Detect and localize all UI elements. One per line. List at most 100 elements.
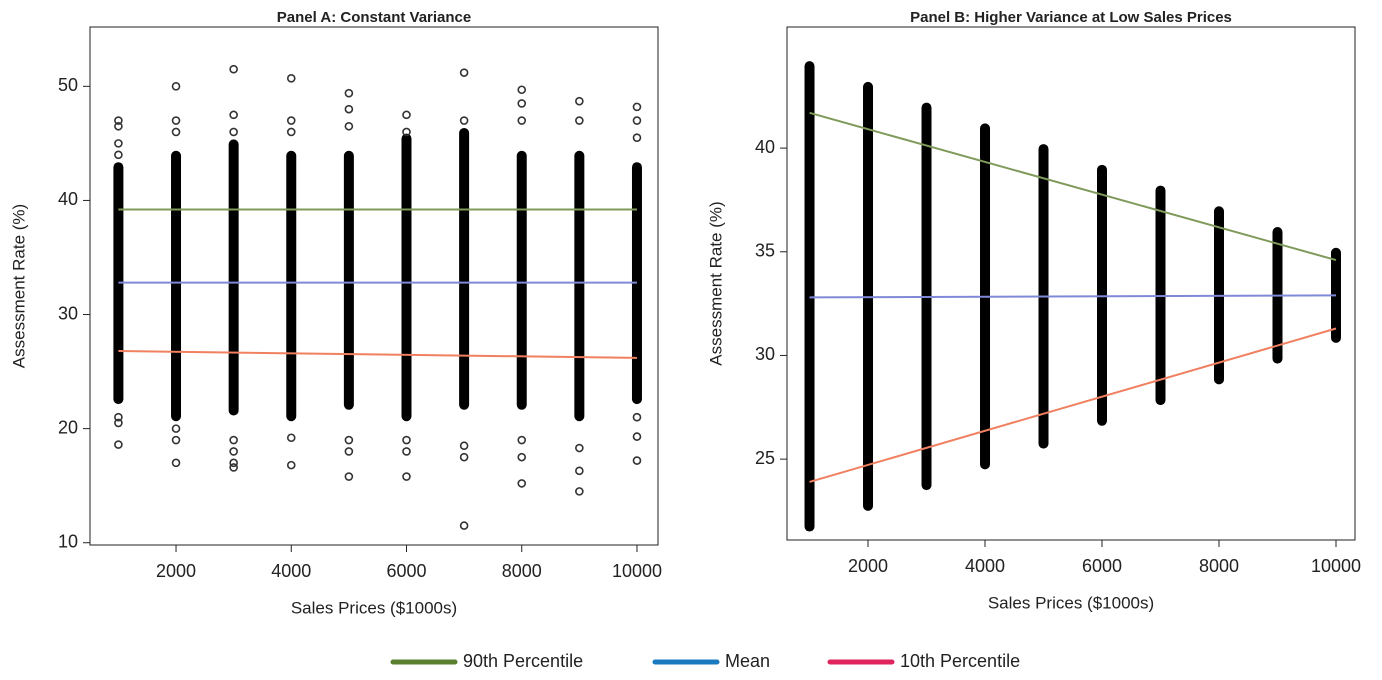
point <box>114 116 123 125</box>
point <box>229 110 238 120</box>
point <box>114 150 123 160</box>
point <box>517 85 527 95</box>
point <box>114 440 123 449</box>
point <box>459 521 469 530</box>
point <box>459 452 469 462</box>
point <box>402 447 411 456</box>
point <box>229 458 238 468</box>
point <box>344 121 354 131</box>
point <box>344 472 354 481</box>
point <box>171 458 181 468</box>
trend-line <box>809 294 1336 299</box>
point-band <box>804 61 815 532</box>
plot-frame <box>89 26 659 546</box>
y-tick-label: 35 <box>755 241 775 261</box>
plot-frame <box>786 26 1356 541</box>
point <box>632 102 642 112</box>
point <box>575 96 584 106</box>
legend-label: 10th Percentile <box>900 651 1020 671</box>
point <box>344 435 354 445</box>
point-band <box>516 150 527 410</box>
point <box>575 443 584 453</box>
y-tick-label: 30 <box>755 344 775 364</box>
point <box>517 435 527 445</box>
point <box>517 479 527 488</box>
y-tick-label: 40 <box>755 137 775 157</box>
point <box>171 424 181 433</box>
point <box>114 412 123 422</box>
point <box>286 127 296 137</box>
legend-label: Mean <box>725 651 770 671</box>
panel-title: Panel A: Constant Variance <box>277 9 472 26</box>
point-band <box>171 150 182 422</box>
point <box>459 116 469 125</box>
point <box>229 64 238 74</box>
point <box>114 139 123 148</box>
y-axis-label: Assessment Rate (%) <box>706 201 725 365</box>
point <box>402 435 411 445</box>
point <box>632 133 642 142</box>
x-tick-label: 4000 <box>965 556 1005 576</box>
point <box>402 127 411 137</box>
x-tick-label: 6000 <box>1082 556 1122 576</box>
point <box>517 452 527 462</box>
point <box>402 472 411 481</box>
point <box>632 456 642 465</box>
point <box>286 116 296 125</box>
point <box>632 116 642 125</box>
point-band <box>574 150 585 422</box>
point <box>171 127 181 137</box>
point <box>517 116 527 125</box>
x-tick-label: 2000 <box>848 556 888 576</box>
point <box>402 110 411 120</box>
point <box>575 466 584 476</box>
point <box>229 463 238 472</box>
trend-line <box>809 327 1337 483</box>
point <box>286 433 296 443</box>
trend-line <box>809 111 1337 262</box>
point <box>171 435 181 445</box>
x-tick-label: 6000 <box>386 561 426 581</box>
point <box>575 487 584 496</box>
point-band <box>401 133 412 422</box>
point <box>171 116 181 125</box>
point <box>517 99 527 108</box>
x-tick-label: 4000 <box>271 561 311 581</box>
point <box>344 104 354 114</box>
point <box>286 74 296 83</box>
point <box>632 432 642 441</box>
y-tick-label: 25 <box>755 448 775 468</box>
point-band <box>459 127 470 410</box>
point <box>344 88 354 98</box>
trend-line <box>118 350 637 359</box>
point <box>632 412 642 422</box>
point <box>114 418 123 428</box>
point-band <box>343 150 354 410</box>
y-tick-label: 20 <box>58 417 78 437</box>
point <box>229 435 238 445</box>
y-tick-label: 30 <box>58 303 78 323</box>
point-band <box>286 150 297 422</box>
panel-title: Panel B: Higher Variance at Low Sales Pr… <box>910 9 1232 26</box>
x-tick-label: 10000 <box>612 561 662 581</box>
x-tick-label: 2000 <box>156 561 196 581</box>
point <box>344 447 354 456</box>
x-tick-label: 8000 <box>502 561 542 581</box>
y-tick-label: 10 <box>58 531 78 551</box>
point <box>575 116 584 125</box>
y-tick-label: 40 <box>58 189 78 209</box>
y-tick-label: 50 <box>58 75 78 95</box>
point <box>229 447 238 456</box>
x-tick-label: 10000 <box>1311 556 1361 576</box>
x-tick-label: 8000 <box>1199 556 1239 576</box>
point <box>171 82 181 91</box>
point <box>286 460 296 470</box>
x-axis-label: Sales Prices ($1000s) <box>291 598 457 617</box>
y-axis-label: Assessment Rate (%) <box>9 204 28 368</box>
point <box>459 441 469 451</box>
point-band <box>228 139 239 416</box>
point <box>459 68 469 77</box>
x-axis-label: Sales Prices ($1000s) <box>988 593 1154 612</box>
point <box>114 121 123 131</box>
